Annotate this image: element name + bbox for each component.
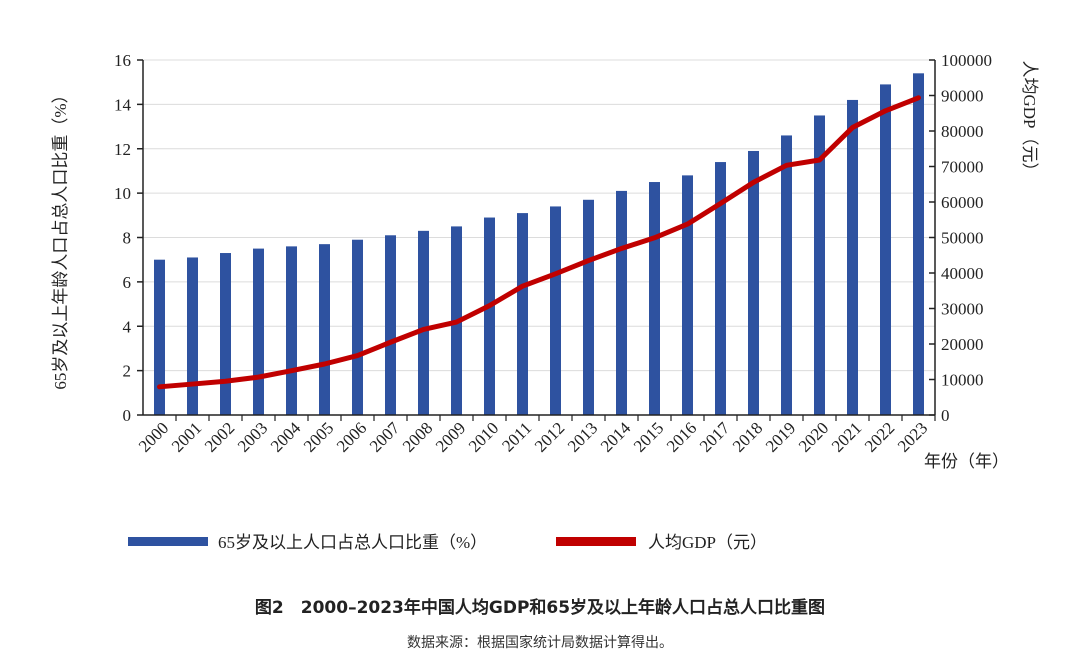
- tick-label-right: 90000: [941, 87, 984, 106]
- tick-label-left: 12: [114, 140, 131, 159]
- chart-source: 数据来源：根据国家统计局数据计算得出。: [407, 634, 673, 651]
- bar-2015: [649, 182, 660, 415]
- tick-label-x: 2018: [729, 418, 766, 455]
- bar-2005: [319, 244, 330, 415]
- bar-2001: [187, 257, 198, 415]
- tick-label-x: 2010: [465, 418, 502, 455]
- bar-2003: [253, 248, 264, 415]
- tick-label-x: 2013: [564, 418, 601, 455]
- tick-label-x: 2020: [795, 418, 832, 455]
- bar-2019: [781, 135, 792, 415]
- tick-label-right: 40000: [941, 264, 984, 283]
- legend: 65岁及以上人口占总人口比重（%） 人均GDP（元）: [128, 533, 767, 552]
- tick-label-x: 2019: [762, 418, 799, 455]
- bar-2004: [286, 246, 297, 415]
- bar-2010: [484, 217, 495, 415]
- x-axis-label: 年份（年）: [924, 452, 1009, 471]
- tick-label-right: 30000: [941, 300, 984, 319]
- tick-label-left: 2: [123, 362, 132, 381]
- tick-label-x: 2009: [432, 418, 469, 455]
- bar-2014: [616, 190, 627, 415]
- tick-label-right: 80000: [941, 122, 984, 141]
- bar-2006: [352, 239, 363, 415]
- tick-label-left: 16: [114, 51, 131, 70]
- bar-2017: [715, 162, 726, 415]
- legend-swatch-line: [556, 537, 636, 546]
- bar-2021: [847, 99, 858, 415]
- bar-2012: [550, 206, 561, 415]
- tick-label-right: 10000: [941, 371, 984, 390]
- bar-2000: [154, 259, 165, 415]
- bar-2023: [913, 73, 924, 415]
- tick-label-x: 2017: [696, 418, 734, 456]
- bar-2016: [682, 175, 693, 415]
- bar-2007: [385, 235, 396, 415]
- bar-2018: [748, 150, 759, 415]
- axes: [137, 59, 936, 421]
- tick-label-x: 2005: [300, 418, 337, 455]
- bar-2002: [220, 253, 231, 415]
- tick-label-x: 2003: [234, 418, 271, 455]
- bar-2013: [583, 199, 594, 415]
- tick-label-left: 6: [123, 273, 132, 292]
- line-series: [157, 95, 921, 390]
- y-axis-right-label: 人均GDP（元）: [1020, 60, 1039, 179]
- tick-label-right: 60000: [941, 193, 984, 212]
- tick-label-left: 8: [123, 229, 132, 248]
- tick-label-right: 20000: [941, 335, 984, 354]
- tick-label-x: 2014: [597, 418, 635, 456]
- tick-label-right: 0: [941, 406, 950, 425]
- tick-label-x: 2006: [333, 418, 370, 455]
- tick-label-x: 2012: [531, 418, 568, 455]
- tick-label-x: 2023: [894, 418, 931, 455]
- tick-label-right: 50000: [941, 229, 984, 248]
- bar-2022: [880, 84, 891, 415]
- tick-label-x: 2002: [201, 418, 238, 455]
- bar-series: [154, 73, 924, 415]
- bar-2008: [418, 230, 429, 415]
- legend-label-bar: 65岁及以上人口占总人口比重（%）: [218, 533, 487, 552]
- tick-label-x: 2000: [135, 418, 172, 455]
- legend-swatch-bar: [128, 537, 208, 546]
- tick-label-x: 2016: [663, 418, 700, 455]
- tick-label-x: 2021: [828, 418, 865, 455]
- bar-2020: [814, 115, 825, 415]
- tick-label-left: 0: [123, 406, 132, 425]
- tick-label-x: 2011: [498, 418, 535, 455]
- gdp-line: [157, 95, 921, 390]
- tick-label-left: 4: [123, 317, 132, 336]
- tick-label-left: 10: [114, 184, 131, 203]
- bar-2011: [517, 213, 528, 415]
- tick-label-x: 2015: [630, 418, 667, 455]
- chart-title: 图2 2000–2023年中国人均GDP和65岁及以上年龄人口占总人口比重图: [255, 597, 825, 618]
- tick-label-x: 2008: [399, 418, 436, 455]
- tick-label-left: 14: [114, 95, 132, 114]
- tick-label-right: 70000: [941, 158, 984, 177]
- tick-label-right: 100000: [941, 51, 992, 70]
- tick-label-x: 2004: [267, 418, 305, 456]
- y-axis-left-label: 65岁及以上年龄人口占总人口比重（%）: [51, 86, 70, 389]
- tick-label-x: 2001: [168, 418, 205, 455]
- legend-label-line: 人均GDP（元）: [648, 533, 767, 552]
- tick-label-x: 2007: [366, 418, 404, 456]
- tick-label-x: 2022: [861, 418, 898, 455]
